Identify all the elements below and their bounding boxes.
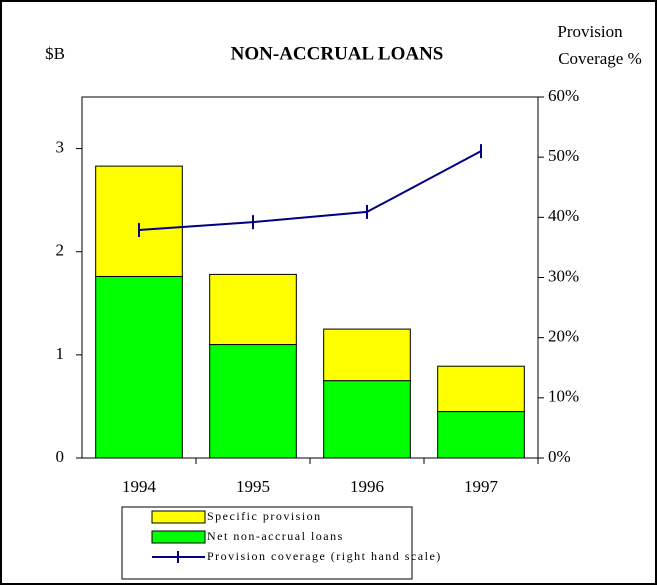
- bar: [95, 165, 183, 277]
- x-tick-label: 1995: [236, 477, 270, 496]
- y2-axis-label: Coverage %: [558, 49, 642, 68]
- legend-label: Specific provision: [207, 509, 322, 523]
- y-tick-label: 3: [56, 137, 65, 156]
- y2-tick-label: 60%: [548, 86, 579, 105]
- y-tick-label: 0: [56, 447, 65, 466]
- line: [138, 150, 482, 231]
- y2-tick-label: 0%: [548, 447, 571, 466]
- bar: [209, 344, 297, 459]
- y2-tick-label: 30%: [548, 266, 579, 285]
- bar: [323, 328, 411, 382]
- bar: [95, 275, 183, 459]
- y2-tick-label: 10%: [548, 387, 579, 406]
- legend-swatch: [151, 530, 206, 544]
- x-tick-label: 1997: [464, 477, 499, 496]
- y2-tick-label: 20%: [548, 327, 579, 346]
- bar: [437, 365, 525, 413]
- x-tick-label: 1996: [350, 477, 384, 496]
- legend-swatch: [151, 510, 206, 524]
- legend-label: Net non-accrual loans: [207, 529, 344, 543]
- bar: [209, 273, 297, 346]
- y-tick-label: 1: [56, 344, 65, 363]
- y2-axis-label: Provision: [557, 22, 623, 41]
- y2-tick-label: 40%: [548, 206, 579, 225]
- bar: [323, 380, 411, 459]
- x-tick-label: 1994: [122, 477, 157, 496]
- legend-label: Provision coverage (right hand scale): [207, 549, 442, 563]
- y-tick-label: 2: [56, 241, 65, 260]
- y-axis-label: $B: [45, 44, 65, 63]
- bar: [437, 411, 525, 459]
- y2-tick-label: 50%: [548, 146, 579, 165]
- chart-title: NON-ACCRUAL LOANS: [231, 43, 444, 64]
